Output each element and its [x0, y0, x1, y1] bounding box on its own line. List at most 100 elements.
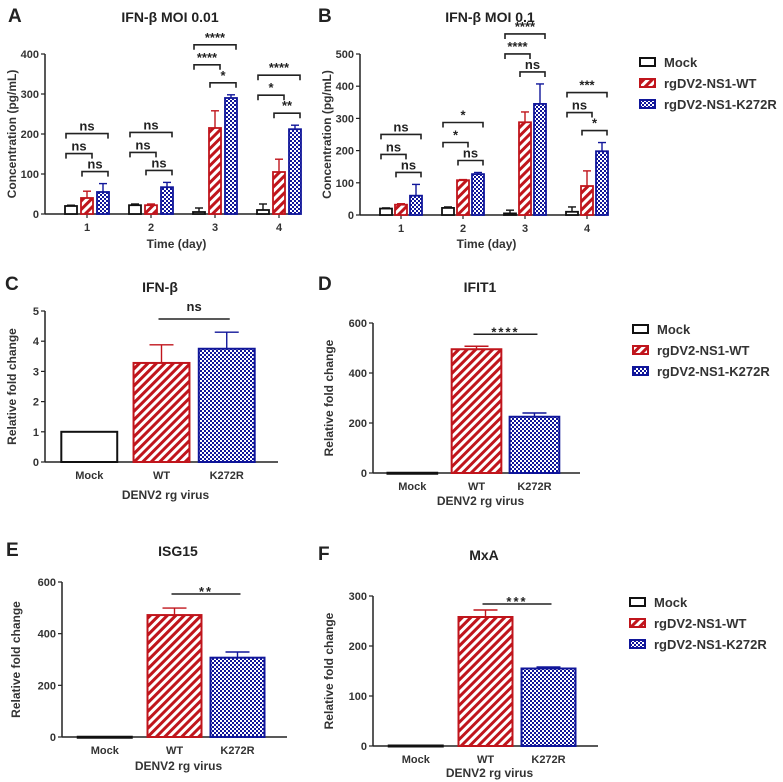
legend-swatch-wt	[632, 345, 649, 355]
y-tick-label: 300	[21, 89, 39, 101]
bar-k272r	[224, 97, 238, 215]
bar-wt	[457, 616, 514, 747]
y-axis-label: Relative fold change	[322, 612, 336, 729]
significance-label: ns	[135, 137, 150, 152]
chart-title: MxA	[469, 547, 499, 563]
legend-label: rgDV2-NS1-K272R	[654, 637, 767, 652]
x-tick-label: WT	[468, 481, 485, 493]
significance-label: *	[592, 116, 598, 131]
significance-label: ns	[525, 57, 540, 72]
significance-bracket	[380, 133, 422, 140]
legend-swatch-mock	[632, 324, 649, 334]
bar-wt	[272, 171, 286, 215]
significance-bracket	[65, 152, 93, 159]
significance-bracket	[519, 71, 546, 77]
significance-label: ns	[386, 139, 401, 154]
panel-f: F MxA 0 100 200 300 Relative fold change DENV2 …	[318, 544, 598, 780]
legend-label: Mock	[657, 322, 691, 337]
legend-label: rgDV2-NS1-K272R	[664, 97, 777, 112]
bar-k272r	[288, 128, 302, 215]
x-axis-label: Time (day)	[147, 237, 207, 251]
x-axis-label: DENV2 rg virus	[135, 759, 223, 773]
x-tick-label: K272R	[220, 745, 254, 757]
panel-a: A IFN-β MOI 0.01 0 100 200 300 400Concentratio…	[5, 6, 302, 251]
significance-label: *	[453, 127, 459, 142]
y-tick-label: 0	[361, 468, 367, 480]
significance-label: ns	[151, 155, 166, 170]
significance-bracket	[581, 129, 608, 136]
legend-swatch-k272r	[632, 366, 649, 376]
significance-bracket	[566, 111, 593, 118]
bar-wt	[580, 185, 594, 216]
bar-mock	[503, 212, 517, 216]
significance-label: ns	[143, 117, 158, 132]
y-tick-label: 200	[38, 680, 56, 692]
x-tick-label: WT	[153, 470, 170, 482]
y-tick-label: 5	[33, 306, 39, 318]
y-tick-label: 500	[336, 49, 354, 61]
y-tick-label: 0	[33, 209, 39, 221]
x-tick-label: 2	[460, 223, 466, 235]
y-tick-label: 400	[336, 81, 354, 93]
significance-bracket	[395, 171, 422, 178]
x-tick-label: K272R	[531, 754, 565, 766]
legend-label: rgDV2-NS1-WT	[654, 616, 747, 631]
y-tick-label: 100	[336, 178, 354, 190]
legend-swatch-mock	[639, 57, 656, 67]
y-tick-label: 2	[33, 397, 39, 409]
panel-letter: A	[8, 6, 22, 27]
significance-label: ns	[401, 157, 416, 172]
significance-bracket	[504, 53, 531, 59]
bar-mock	[441, 207, 455, 216]
significance-bracket	[457, 159, 484, 166]
significance-bracket	[145, 169, 173, 176]
significance-bracket	[257, 74, 301, 81]
chart-title: IFIT1	[464, 279, 497, 295]
x-tick-label: Mock	[75, 470, 104, 482]
significance-label: ns	[393, 119, 408, 134]
bar-k272r	[96, 191, 110, 215]
bar-k272r	[533, 103, 547, 216]
y-tick-label: 300	[336, 113, 354, 125]
bar-mock	[565, 210, 579, 216]
x-tick-label: 1	[84, 222, 90, 234]
x-axis-label: DENV2 rg virus	[446, 766, 534, 780]
bar-k272r	[209, 656, 266, 738]
significance-label: ns	[71, 139, 86, 154]
bar-mock	[256, 209, 270, 215]
bar-k272r	[197, 347, 256, 463]
bar-k272r	[160, 186, 174, 215]
legend-label: rgDV2-NS1-WT	[657, 343, 750, 358]
y-tick-label: 600	[349, 318, 367, 330]
legend-label: rgDV2-NS1-K272R	[657, 364, 770, 379]
legend-swatch-wt	[639, 78, 656, 88]
y-tick-label: 0	[33, 457, 39, 469]
x-tick-label: Mock	[398, 481, 427, 493]
panel-letter: E	[6, 540, 19, 561]
y-tick-label: 400	[38, 629, 56, 641]
panel-letter: F	[318, 544, 330, 565]
bar-k272r	[471, 173, 485, 216]
panel-letter: C	[5, 274, 19, 295]
significance-bracket	[273, 112, 301, 119]
bar-wt	[208, 127, 222, 215]
y-tick-label: 3	[33, 366, 39, 378]
chart-title: IFN-β MOI 0.1	[445, 9, 535, 25]
bar-k272r	[520, 667, 577, 747]
bar-k272r	[508, 415, 561, 474]
x-tick-label: 1	[398, 223, 404, 235]
significance-bracket	[81, 170, 109, 177]
bar-wt	[394, 203, 408, 216]
y-tick-label: 200	[349, 418, 367, 430]
significance-bracket	[129, 151, 157, 158]
y-tick-label: 200	[21, 129, 39, 141]
panel-c: C IFN-β 0 1 2 3 4 5 Relative fold change DENV2 rg…	[5, 274, 278, 502]
bar-mock	[64, 205, 78, 215]
x-tick-label: 3	[212, 222, 218, 234]
bar-k272r	[595, 150, 609, 216]
legend-swatch-k272r	[639, 99, 656, 109]
x-tick-label: WT	[166, 745, 183, 757]
significance-label: ****	[491, 324, 519, 339]
significance-label: ns	[87, 157, 102, 172]
y-tick-label: 1	[33, 427, 39, 439]
